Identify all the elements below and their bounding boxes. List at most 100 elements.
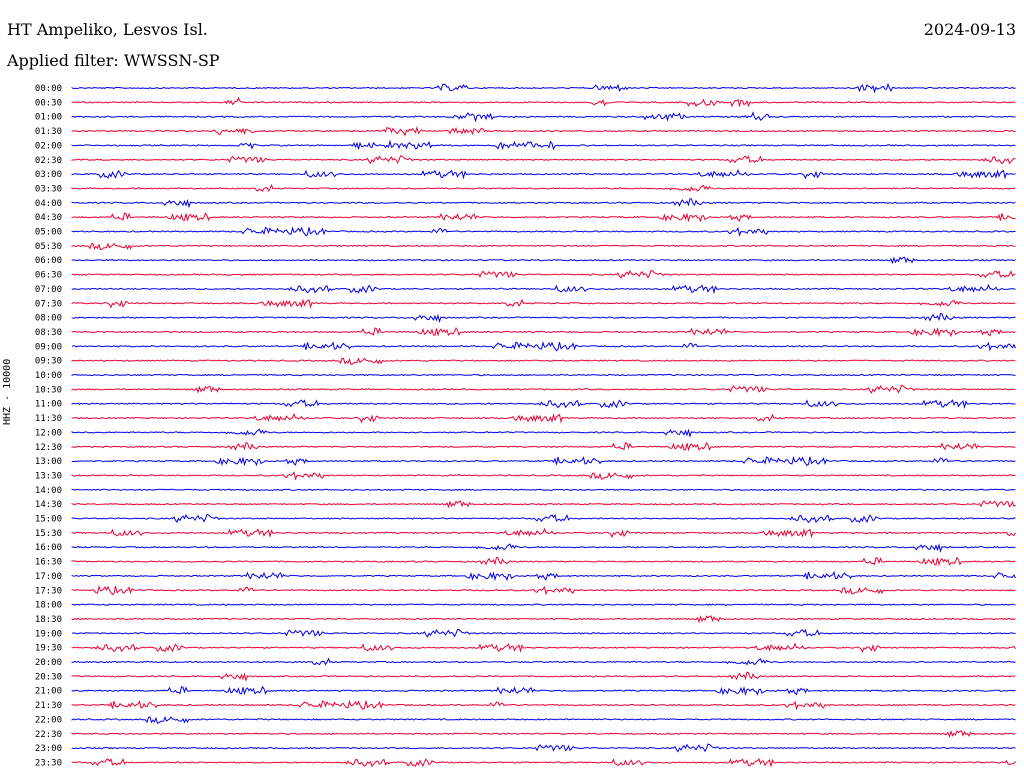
time-label: 04:30 — [35, 213, 62, 223]
seismic-trace — [71, 642, 1016, 653]
time-label: 18:30 — [35, 615, 62, 625]
seismic-trace — [71, 716, 1016, 724]
time-label: 02:00 — [35, 141, 62, 151]
seismic-trace — [71, 471, 1016, 481]
seismic-trace — [71, 671, 1016, 682]
filter-label: Applied filter: WWSSN-SP — [7, 51, 220, 70]
seismic-trace — [71, 242, 1016, 251]
time-label: 03:30 — [35, 184, 62, 194]
seismic-trace — [71, 168, 1016, 180]
time-label: 06:00 — [35, 256, 62, 266]
time-label: 20:30 — [35, 672, 62, 682]
time-label: 14:00 — [35, 486, 62, 496]
seismic-trace — [71, 730, 1016, 739]
time-label: 07:00 — [35, 285, 62, 295]
time-label: 18:00 — [35, 601, 62, 611]
time-label: 05:30 — [35, 242, 62, 252]
time-label: 01:00 — [35, 113, 62, 123]
seismic-trace — [71, 556, 1016, 567]
seismic-trace — [71, 500, 1016, 509]
time-label: 20:00 — [35, 658, 62, 668]
time-label: 07:30 — [35, 299, 62, 309]
seismic-trace — [71, 96, 1016, 108]
seismic-trace — [71, 412, 1016, 424]
time-label: 08:30 — [35, 328, 62, 338]
time-label: 13:30 — [35, 471, 62, 481]
seismic-trace — [71, 628, 1016, 638]
time-label: 05:00 — [35, 228, 62, 238]
time-label: 10:00 — [35, 371, 62, 381]
time-label: 15:30 — [35, 529, 62, 539]
seismic-trace — [71, 527, 1016, 539]
seismic-trace — [71, 373, 1016, 377]
time-label: 06:30 — [35, 271, 62, 281]
seismic-trace — [71, 283, 1016, 295]
time-label: 02:30 — [35, 156, 62, 166]
seismic-trace — [71, 615, 1016, 624]
time-label: 19:00 — [35, 629, 62, 639]
record-date: 2024-09-13 — [923, 20, 1016, 39]
time-label: 16:30 — [35, 558, 62, 568]
seismic-trace — [71, 428, 1016, 438]
seismic-trace — [71, 226, 1016, 237]
seismic-trace — [71, 298, 1016, 309]
seismic-trace — [71, 111, 1016, 123]
time-label: 12:30 — [35, 443, 62, 453]
time-label: 04:00 — [35, 199, 62, 209]
time-label: 15:00 — [35, 515, 62, 525]
time-label: 09:00 — [35, 342, 62, 352]
seismic-trace — [71, 603, 1016, 606]
time-label: 17:00 — [35, 572, 62, 582]
seismic-trace — [71, 256, 1016, 265]
time-label: 10:30 — [35, 385, 62, 395]
time-label: 23:30 — [35, 758, 62, 768]
seismic-trace — [71, 155, 1016, 165]
time-label: 21:30 — [35, 701, 62, 711]
seismic-trace — [71, 212, 1016, 223]
seismic-trace — [71, 657, 1016, 666]
seismic-trace — [71, 685, 1016, 696]
station-title: HT Ampeliko, Lesvos Isl. — [7, 20, 208, 39]
seismic-trace — [71, 513, 1016, 524]
seismic-trace — [71, 125, 1016, 137]
time-label: 17:30 — [35, 586, 62, 596]
time-label: 11:30 — [35, 414, 62, 424]
seismic-trace — [71, 584, 1016, 596]
seismic-trace — [71, 570, 1016, 582]
seismic-trace — [71, 699, 1016, 711]
time-label: 16:00 — [35, 543, 62, 553]
seismic-trace — [71, 384, 1016, 394]
seismic-trace — [71, 399, 1016, 410]
seismic-trace — [71, 357, 1016, 366]
time-label: 22:00 — [35, 715, 62, 725]
time-label: 00:30 — [35, 98, 62, 108]
time-label: 01:30 — [35, 127, 62, 137]
time-label: 03:00 — [35, 170, 62, 180]
seismic-trace — [71, 543, 1016, 553]
seismic-trace — [71, 441, 1016, 452]
time-label: 14:30 — [35, 500, 62, 510]
time-label: 12:00 — [35, 428, 62, 438]
seismic-trace — [71, 341, 1016, 352]
seismic-trace — [71, 269, 1016, 279]
seismic-trace — [71, 743, 1016, 753]
time-label: 22:30 — [35, 730, 62, 740]
time-label: 19:30 — [35, 644, 62, 654]
seismic-trace — [71, 139, 1016, 151]
time-label: 13:00 — [35, 457, 62, 467]
time-label: 23:00 — [35, 744, 62, 754]
seismic-trace — [71, 183, 1016, 193]
seismic-trace — [71, 455, 1016, 467]
seismic-trace — [71, 488, 1016, 492]
time-label: 08:00 — [35, 314, 62, 324]
time-label: 09:30 — [35, 357, 62, 367]
time-label: 00:00 — [35, 84, 62, 94]
seismic-trace — [71, 313, 1016, 324]
seismic-trace — [71, 82, 1016, 94]
time-label: 11:00 — [35, 400, 62, 410]
seismic-trace — [71, 757, 1016, 768]
seismic-trace — [71, 198, 1016, 209]
time-label: 21:00 — [35, 687, 62, 697]
seismic-trace — [71, 327, 1016, 338]
